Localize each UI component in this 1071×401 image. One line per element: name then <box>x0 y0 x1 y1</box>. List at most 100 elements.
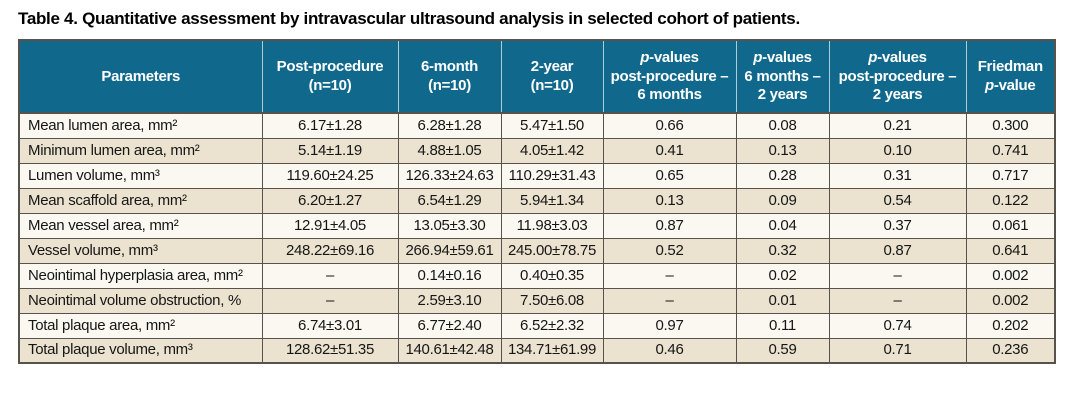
value-cell: 0.300 <box>965 112 1056 139</box>
table-row: Neointimal volume obstruction, % –2.59±3.… <box>18 287 1056 314</box>
parameter-cell: Vessel volume, mm³ <box>18 237 263 264</box>
value-cell: 0.09 <box>735 187 830 214</box>
two-year-header: 2-year (n=10) <box>501 40 604 115</box>
value-cell: – <box>602 287 737 314</box>
value-cell: 110.29±31.43 <box>500 162 604 189</box>
value-cell: 2.59±3.10 <box>397 287 502 314</box>
ivus-quantitative-table: Parameters Post-procedure (n=10) 6-month… <box>18 39 1056 365</box>
value-cell: – <box>828 262 967 289</box>
header-sublabel: 6 months <box>637 86 702 104</box>
parameter-cell: Lumen volume, mm³ <box>18 162 263 189</box>
header-sublabel: p-value <box>985 76 1036 94</box>
value-cell: 0.236 <box>965 337 1056 364</box>
value-cell: 12.91±4.05 <box>261 212 399 239</box>
header-label: p-values <box>868 48 927 66</box>
value-cell: 0.641 <box>965 237 1056 264</box>
value-cell: 4.05±1.42 <box>500 137 604 164</box>
header-label: Post-procedure <box>276 58 384 76</box>
value-cell: – <box>261 287 399 314</box>
table-row: Minimum lumen area, mm² 5.14±1.19 4.88±1.0… <box>18 137 1056 164</box>
header-label: p-values <box>753 48 812 66</box>
value-cell: 0.71 <box>828 337 967 364</box>
value-cell: 0.65 <box>602 162 737 189</box>
value-cell: 7.50±6.08 <box>500 287 604 314</box>
value-cell: 0.11 <box>735 312 830 339</box>
value-cell: – <box>261 262 399 289</box>
value-cell: 6.74±3.01 <box>261 312 399 339</box>
value-cell: 0.59 <box>735 337 830 364</box>
table-row: Mean lumen area, mm² 6.17±1.28 6.28±1.28 5.… <box>18 112 1056 139</box>
header-label: p-values <box>640 48 699 66</box>
value-cell: 6.28±1.28 <box>397 112 502 139</box>
value-cell: 6.77±2.40 <box>397 312 502 339</box>
header-label: 2-year <box>530 58 574 76</box>
value-cell: 266.94±59.61 <box>397 237 502 264</box>
table-row: Neointimal hyperplasia area, mm² –0.14±0.… <box>18 262 1056 289</box>
six-month-header: 6-month (n=10) <box>398 40 502 115</box>
value-cell: 0.54 <box>828 187 967 214</box>
value-cell: 248.22±69.16 <box>261 237 399 264</box>
value-cell: 119.60±24.25 <box>261 162 399 189</box>
value-cell: 126.33±24.63 <box>397 162 502 189</box>
value-cell: 6.52±2.32 <box>500 312 604 339</box>
value-cell: 140.61±42.48 <box>397 337 502 364</box>
table-row: Vessel volume, mm³ 248.22±69.16 266.94±59.… <box>18 237 1056 264</box>
table-title: Table 4. Quantitative assessment by intr… <box>18 9 800 28</box>
value-cell: 0.002 <box>965 262 1056 289</box>
header-row: Parameters Post-procedure (n=10) 6-month… <box>19 40 1055 115</box>
value-cell: 0.66 <box>602 112 737 139</box>
value-cell: 0.202 <box>965 312 1056 339</box>
value-cell: 0.13 <box>602 187 737 214</box>
table-row: Mean vessel area, mm² 12.91±4.05 13.05±3.3… <box>18 212 1056 239</box>
value-cell: 0.46 <box>602 337 737 364</box>
value-cell: 0.02 <box>735 262 830 289</box>
parameter-cell: Neointimal hyperplasia area, mm² <box>18 262 263 289</box>
table-row: Lumen volume, mm³ 119.60±24.25 126.33±24.6… <box>18 162 1056 189</box>
value-cell: 0.002 <box>965 287 1056 314</box>
table-row: Mean scaffold area, mm² 6.20±1.27 6.54±1.2… <box>18 187 1056 214</box>
parameter-cell: Mean lumen area, mm² <box>18 112 263 139</box>
value-cell: 0.04 <box>735 212 830 239</box>
pvalue-post-6m-header: p-values post-procedure – 6 months <box>603 40 737 115</box>
pvalue-post-2y-header: p-values post-procedure – 2 years <box>829 40 967 115</box>
table-header: Parameters Post-procedure (n=10) 6-month… <box>19 40 1055 115</box>
value-cell: – <box>602 262 737 289</box>
header-sublabel: post-procedure – <box>610 67 729 85</box>
value-cell: 0.40±0.35 <box>500 262 604 289</box>
pvalue-6m-2y-header: p-values 6 months – 2 years <box>736 40 830 115</box>
value-cell: 0.14±0.16 <box>397 262 502 289</box>
value-cell: 0.74 <box>828 312 967 339</box>
value-cell: 0.87 <box>602 212 737 239</box>
value-cell: – <box>828 287 967 314</box>
value-cell: 0.31 <box>828 162 967 189</box>
value-cell: 0.32 <box>735 237 830 264</box>
header-sublabel: (n=10) <box>530 76 574 94</box>
table-body: Mean lumen area, mm² 6.17±1.28 6.28±1.28 5.… <box>18 112 1056 364</box>
value-cell: 0.08 <box>735 112 830 139</box>
parameter-cell: Minimum lumen area, mm² <box>18 137 263 164</box>
value-cell: 0.10 <box>828 137 967 164</box>
parameter-cell: Mean vessel area, mm² <box>18 212 263 239</box>
parameter-cell: Mean scaffold area, mm² <box>18 187 263 214</box>
value-cell: 0.061 <box>965 212 1056 239</box>
value-cell: 0.122 <box>965 187 1056 214</box>
value-cell: 0.52 <box>602 237 737 264</box>
value-cell: 134.71±61.99 <box>500 337 604 364</box>
value-cell: 0.87 <box>828 237 967 264</box>
header-sublabel: post-procedure – <box>838 67 957 85</box>
value-cell: 0.717 <box>965 162 1056 189</box>
value-cell: 13.05±3.30 <box>397 212 502 239</box>
value-cell: 5.14±1.19 <box>261 137 399 164</box>
value-cell: 0.97 <box>602 312 737 339</box>
value-cell: 4.88±1.05 <box>397 137 502 164</box>
value-cell: 0.37 <box>828 212 967 239</box>
friedman-header: Friedman p-value <box>966 40 1055 115</box>
value-cell: 0.741 <box>965 137 1056 164</box>
page: Table 4. Quantitative assessment by intr… <box>18 9 1056 365</box>
value-cell: 6.54±1.29 <box>397 187 502 214</box>
value-cell: 0.41 <box>602 137 737 164</box>
value-cell: 0.13 <box>735 137 830 164</box>
value-cell: 5.94±1.34 <box>500 187 604 214</box>
header-label: Parameters <box>101 67 181 85</box>
value-cell: 11.98±3.03 <box>500 212 604 239</box>
